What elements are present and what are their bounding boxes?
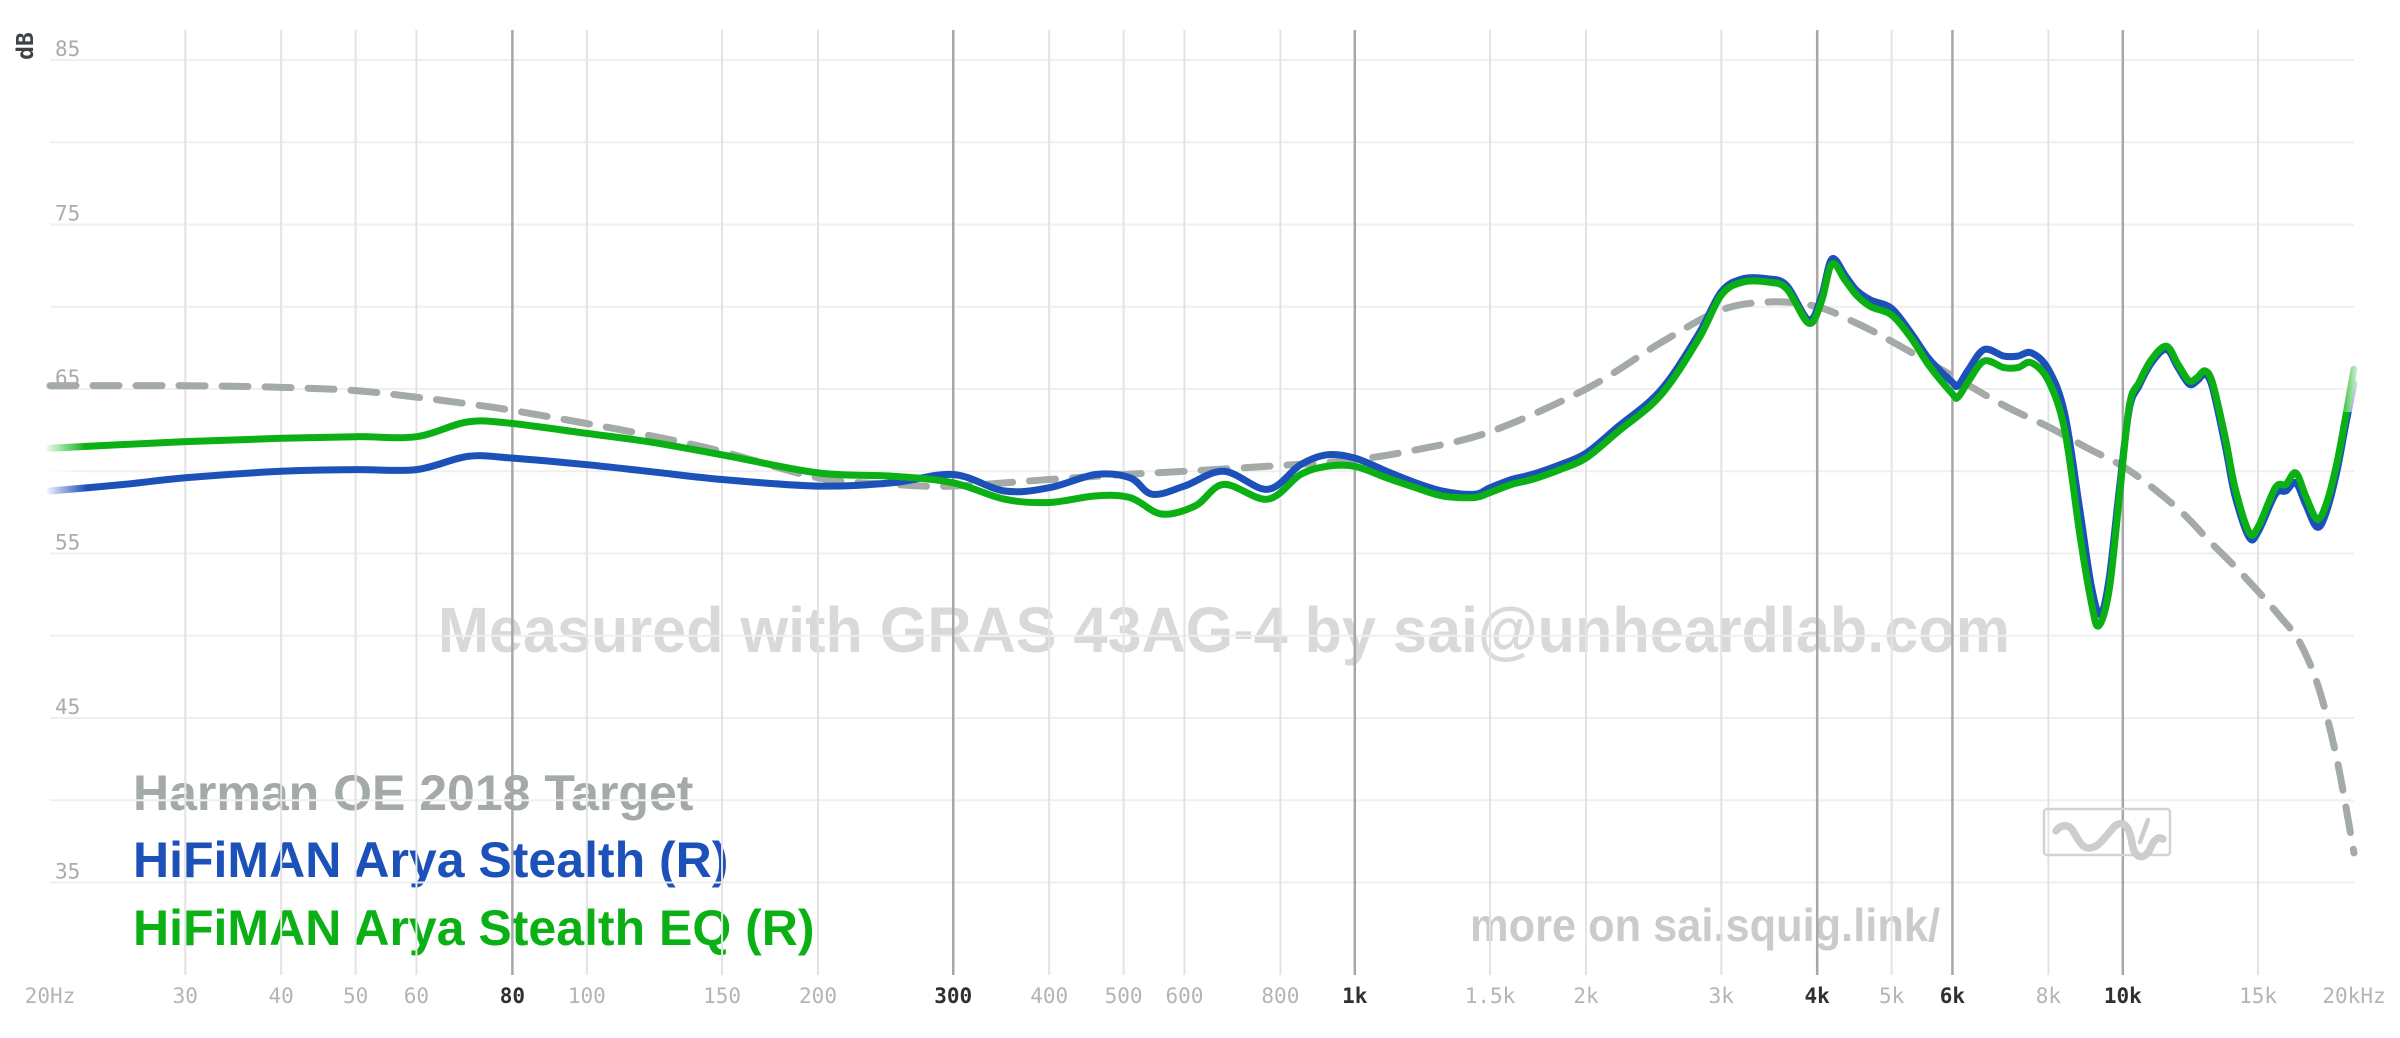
x-tick-800: 800 [1261, 984, 1299, 1008]
curve-right-fade [2338, 340, 2358, 412]
x-tick-80: 80 [500, 984, 525, 1008]
logo-squiggle-spike [2137, 817, 2151, 845]
x-tick-3k: 3k [1709, 984, 1735, 1008]
curve-hifiman-arya-stealth-eq-r [46, 259, 2358, 630]
x-tick-20kHz: 20kHz [2322, 984, 2385, 1008]
curves [46, 254, 2358, 857]
x-tick-600: 600 [1165, 984, 1203, 1008]
x-tick-400: 400 [1030, 984, 1068, 1008]
curve-left-fade [44, 420, 86, 515]
y-tick-35: 35 [55, 860, 80, 884]
x-tick-40: 40 [269, 984, 294, 1008]
x-tick-150: 150 [703, 984, 741, 1008]
legend-item-arya-stealth-eq[interactable]: HiFiMAN Arya Stealth EQ (R) [133, 900, 815, 956]
y-tick-45: 45 [55, 695, 80, 719]
x-tick-500: 500 [1105, 984, 1143, 1008]
logo-squiggle-curve [2052, 819, 2167, 861]
logo-frame [2042, 807, 2172, 857]
y-tick-65: 65 [55, 366, 80, 390]
legend-item-arya-stealth[interactable]: HiFiMAN Arya Stealth (R) [133, 832, 728, 888]
x-tick-1.5k: 1.5k [1465, 984, 1516, 1008]
x-tick-100: 100 [568, 984, 606, 1008]
squiglink-logo-icon [2042, 807, 2172, 861]
legend-item-harman-target[interactable]: Harman OE 2018 Target [133, 765, 694, 821]
x-tick-30: 30 [173, 984, 198, 1008]
x-tick-60: 60 [404, 984, 429, 1008]
x-tick-50: 50 [343, 984, 368, 1008]
y-axis-unit-label: dB [13, 32, 39, 60]
x-tick-15k: 15k [2239, 984, 2277, 1008]
x-tick-4k: 4k [1805, 984, 1831, 1008]
legend: Harman OE 2018 Target HiFiMAN Arya Steal… [133, 765, 815, 956]
x-tick-200: 200 [799, 984, 837, 1008]
y-tick-85: 85 [55, 37, 80, 61]
watermark-squig-link: more on sai.squig.link/ [1470, 899, 1940, 951]
y-tick-75: 75 [55, 202, 80, 226]
x-tick-1k: 1k [1342, 984, 1368, 1008]
x-tick-8k: 8k [2036, 984, 2062, 1008]
x-tick-10k: 10k [2104, 984, 2142, 1008]
x-tick-300: 300 [934, 984, 972, 1008]
curve-harman-oe-2018-target [46, 298, 2358, 857]
x-tick-6k: 6k [1940, 984, 1966, 1008]
y-tick-55: 55 [55, 531, 80, 555]
x-tick-2k: 2k [1573, 984, 1599, 1008]
axis-labels: 20Hz 30 40 50 60 80 100 150 200 300 400 500 600 800 1k… [25, 37, 2386, 1008]
watermark-measured-with: Measured with GRAS 43AG-4 by sai@unheard… [438, 594, 2010, 666]
x-tick-20Hz: 20Hz [25, 984, 76, 1008]
x-tick-5k: 5k [1879, 984, 1905, 1008]
